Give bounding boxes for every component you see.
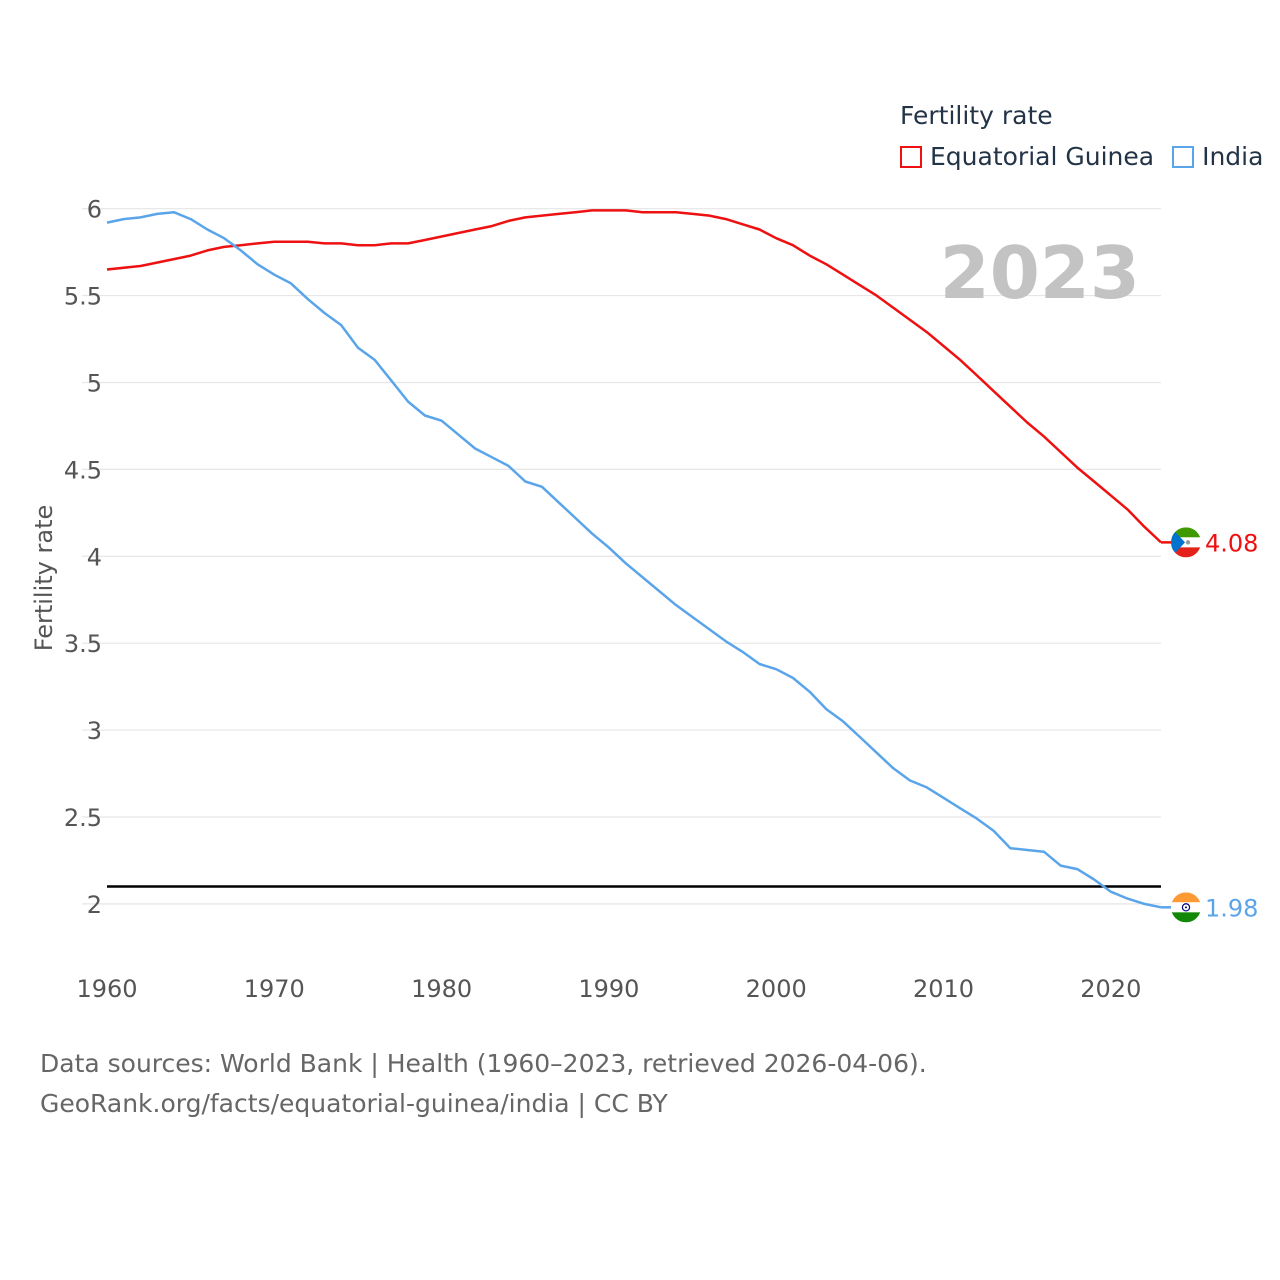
y-tick-label: 2 [87, 891, 102, 919]
legend: Equatorial Guinea India [900, 142, 1280, 171]
y-tick-label: 5.5 [64, 283, 102, 311]
x-tick-label: 1960 [76, 975, 137, 1003]
y-tick-label: 3 [87, 717, 102, 745]
series-lines [106, 209, 1162, 909]
legend-label-equatorial-guinea: Equatorial Guinea [930, 142, 1155, 171]
end-label-india: 1.98 [1205, 894, 1258, 922]
y-axis-label: Fertility rate [30, 505, 58, 652]
end-label-equatorial-guinea: 4.08 [1205, 529, 1258, 557]
year-watermark: 2023 [940, 231, 1140, 315]
y-tick-label: 6 [87, 196, 102, 224]
x-tick-label: 1970 [244, 975, 305, 1003]
y-tick-label: 4 [87, 543, 102, 571]
source-line-2[interactable]: GeoRank.org/facts/equatorial-guinea/indi… [40, 1089, 668, 1118]
legend-item-india[interactable]: India [1172, 142, 1263, 171]
x-tick-label: 2010 [913, 975, 974, 1003]
x-tick-label: 2000 [746, 975, 807, 1003]
y-tick-label: 5 [87, 369, 102, 397]
series-end-markers: 4.08 1.98 [1161, 527, 1258, 923]
legend-label-india: India [1202, 142, 1264, 171]
equatorial-guinea-flag-icon [1171, 527, 1201, 558]
legend-swatch-india [1172, 145, 1195, 168]
y-tick-label: 2.5 [64, 804, 102, 832]
series-line-india [106, 210, 1162, 909]
india-flag-icon [1171, 892, 1201, 923]
x-tick-label: 1990 [578, 975, 639, 1003]
gridlines [82, 208, 1161, 905]
source-line-1: Data sources: World Bank | Health (1960–… [40, 1049, 927, 1078]
x-axis-ticks: 1960 1970 1980 1990 2000 2010 2020 [76, 975, 1141, 1003]
legend-title: Fertility rate [900, 101, 1053, 130]
x-tick-label: 1980 [411, 975, 472, 1003]
y-tick-label: 3.5 [64, 630, 102, 658]
y-tick-label: 4.5 [64, 456, 102, 484]
source-note: Data sources: World Bank | Health (1960–… [40, 1044, 927, 1124]
legend-item-equatorial-guinea[interactable]: Equatorial Guinea [900, 142, 1154, 171]
series-line-equatorial-guinea [106, 209, 1162, 544]
legend-swatch-equatorial-guinea [900, 145, 922, 168]
y-axis-ticks: 2 2.5 3 3.5 4 4.5 5 5.5 6 [64, 196, 102, 919]
x-tick-label: 2020 [1080, 975, 1141, 1003]
